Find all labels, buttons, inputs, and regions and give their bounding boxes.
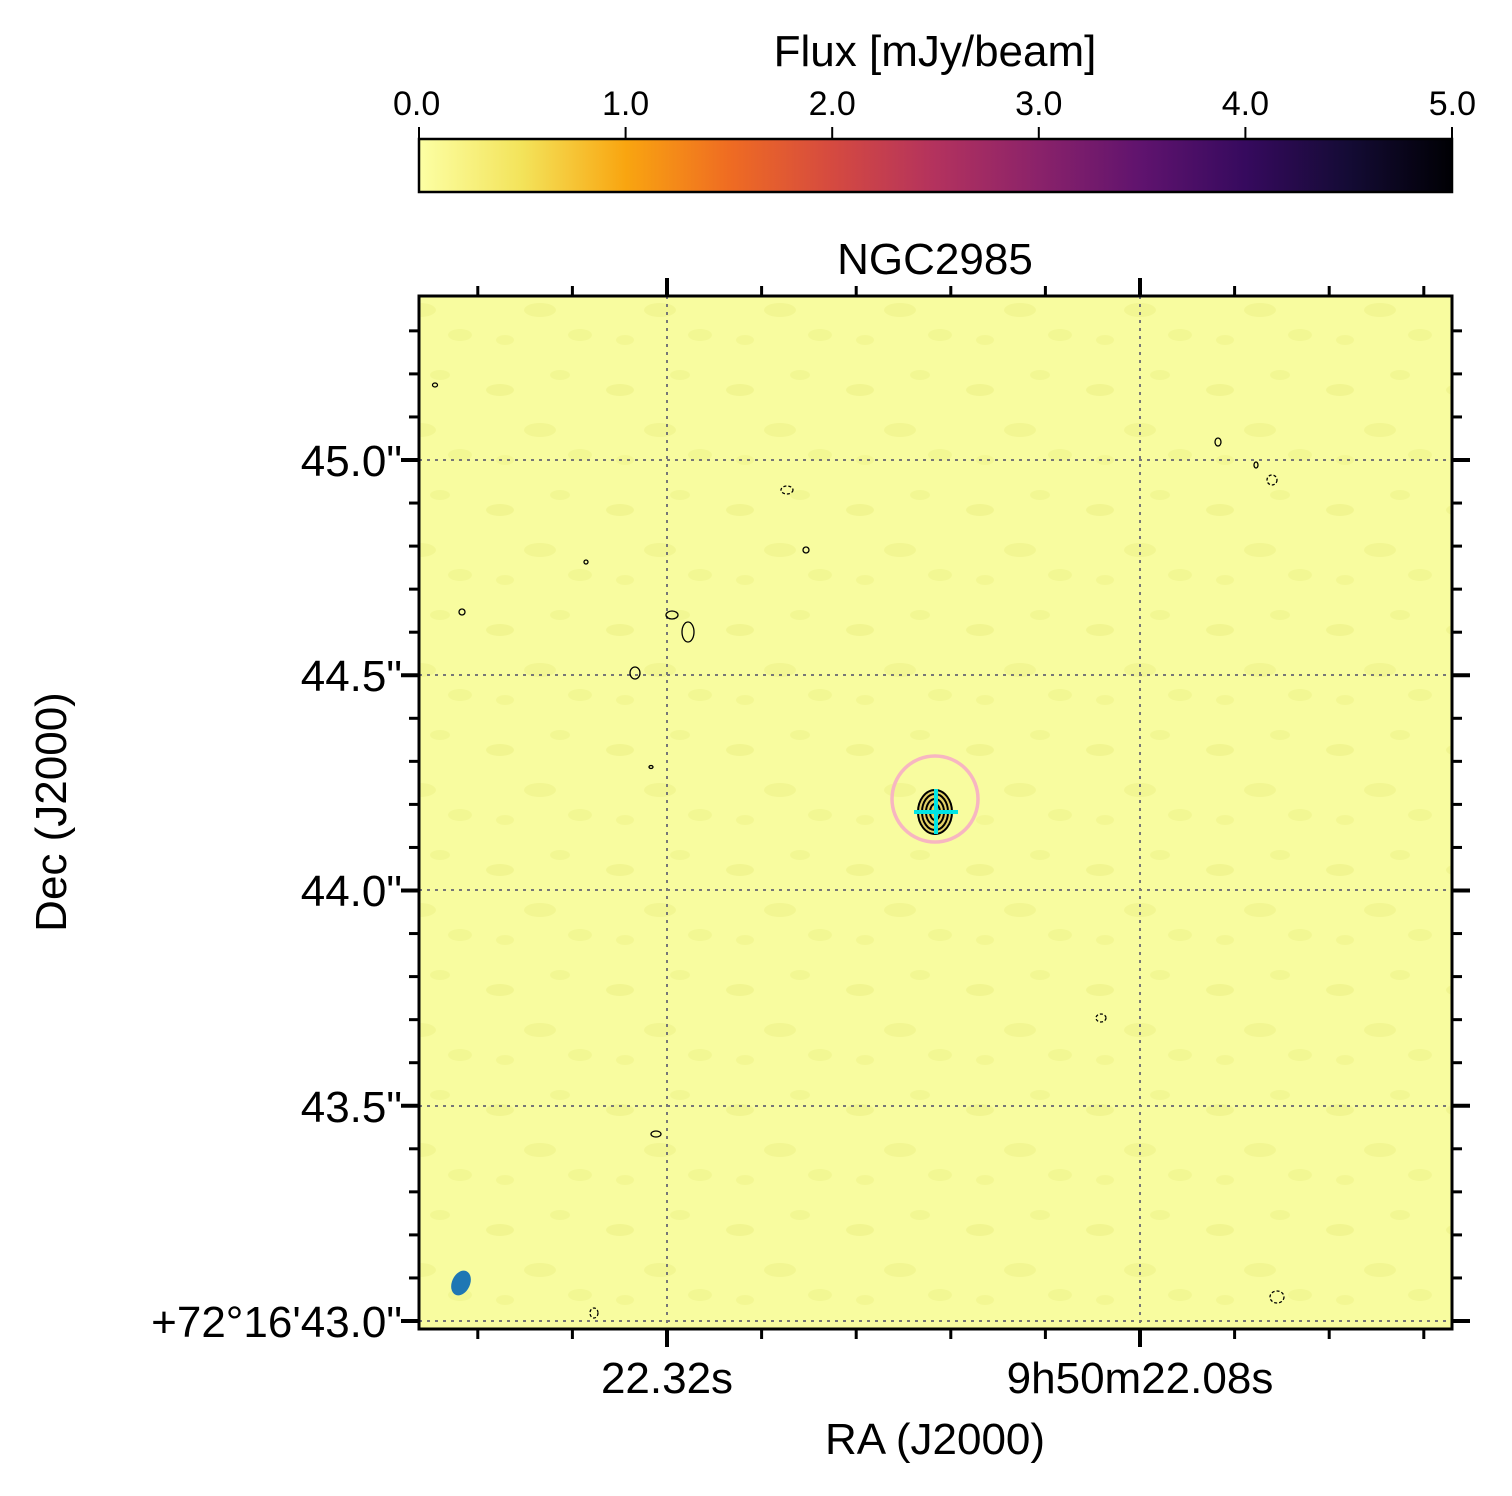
contour <box>648 764 654 770</box>
source-aperture-circle <box>890 754 980 844</box>
y-axis-label: Dec (J2000) <box>27 692 76 932</box>
axis-ticks <box>401 278 1470 1347</box>
colorbar-label: Flux [mJy/beam] <box>774 27 1097 76</box>
peak-cross-marker <box>914 789 958 834</box>
contour <box>802 546 810 554</box>
y-tick-label: 44.0" <box>301 867 402 916</box>
contour <box>1214 437 1222 447</box>
beam-ellipse <box>451 1270 471 1296</box>
contour <box>1095 1013 1107 1023</box>
colorbar-tick-label: 0.0 <box>393 85 440 123</box>
contour <box>780 485 794 495</box>
colorbar: Flux [mJy/beam] 0.0 1.0 2.0 3.0 4.0 5.0 <box>393 27 1476 194</box>
central-source <box>890 754 980 844</box>
contour <box>1253 461 1259 469</box>
colorbar-tick-label: 4.0 <box>1222 85 1269 123</box>
contour <box>681 621 695 643</box>
y-tick-label: 43.5" <box>301 1083 402 1132</box>
contour <box>665 610 679 620</box>
contour <box>1269 1290 1285 1304</box>
contour <box>458 608 466 616</box>
contour <box>583 559 589 565</box>
x-tick-label: 22.32s <box>601 1354 733 1403</box>
noise-contours <box>431 382 1285 1319</box>
y-tick-label: +72°16'43.0" <box>151 1298 402 1347</box>
x-tick-labels: 22.32s 9h50m22.08s <box>601 1354 1273 1403</box>
contour <box>629 666 641 680</box>
contour <box>431 382 439 388</box>
plot-area <box>401 278 1470 1347</box>
colorbar-gradient <box>417 137 1454 194</box>
y-tick-label: 44.5" <box>301 652 402 701</box>
plot-frame <box>417 294 1454 1331</box>
chart-title: NGC2985 <box>837 235 1033 284</box>
colorbar-tick-label: 3.0 <box>1015 85 1062 123</box>
contour <box>650 1130 662 1138</box>
x-tick-label: 9h50m22.08s <box>1007 1354 1274 1403</box>
colorbar-tick-label: 2.0 <box>809 85 856 123</box>
colorbar-ticks: 0.0 1.0 2.0 3.0 4.0 5.0 <box>393 85 1476 139</box>
x-axis-label: RA (J2000) <box>825 1415 1045 1464</box>
y-tick-label: 45.0" <box>301 437 402 486</box>
colorbar-tick-label: 5.0 <box>1429 85 1476 123</box>
y-tick-labels: +72°16'43.0" 43.5" 44.0" 44.5" 45.0" <box>151 437 402 1347</box>
contour <box>589 1307 599 1319</box>
contour <box>1266 474 1278 486</box>
colorbar-tick-label: 1.0 <box>602 85 649 123</box>
